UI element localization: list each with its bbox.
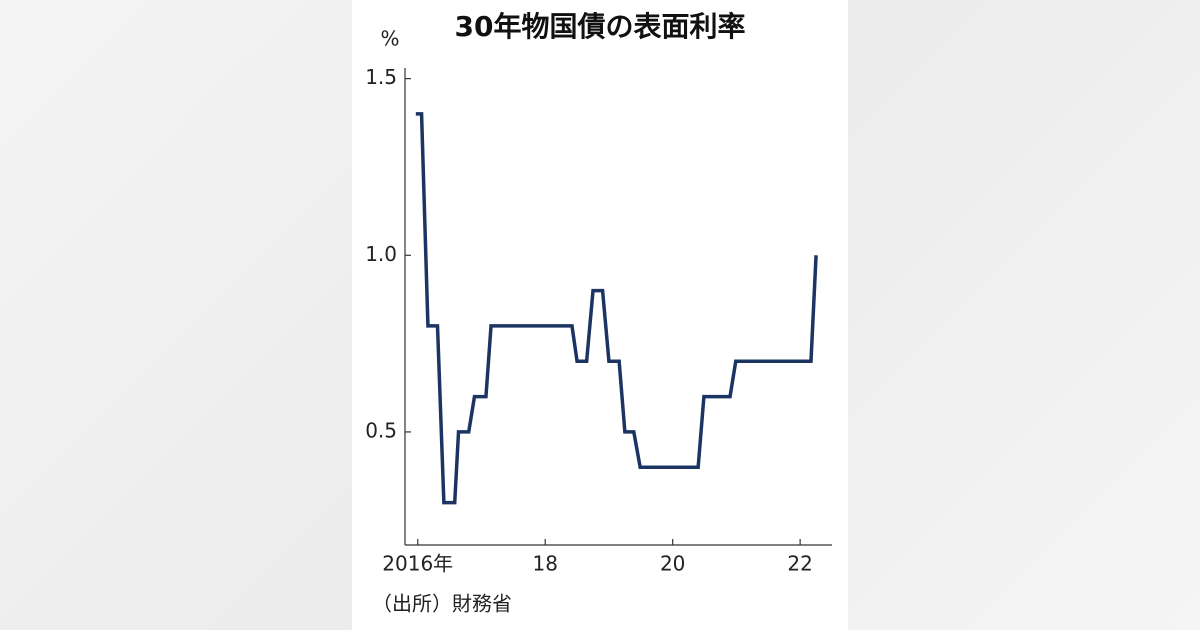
- y-tick-label: 1.0: [365, 242, 397, 266]
- y-unit: %: [380, 27, 399, 51]
- chart-panel: [352, 0, 848, 630]
- x-tick-label: 22: [787, 552, 812, 576]
- source-note: （出所）財務省: [372, 592, 512, 616]
- x-tick-label: 20: [660, 552, 685, 576]
- y-tick-label: 0.5: [365, 418, 397, 442]
- x-tick-label: 2016年: [382, 552, 453, 576]
- chart-title: 30年物国債の表面利率: [455, 10, 746, 43]
- data-line: [415, 112, 818, 505]
- y-tick-label: 1.5: [365, 65, 397, 89]
- x-tick-label: 18: [532, 552, 557, 576]
